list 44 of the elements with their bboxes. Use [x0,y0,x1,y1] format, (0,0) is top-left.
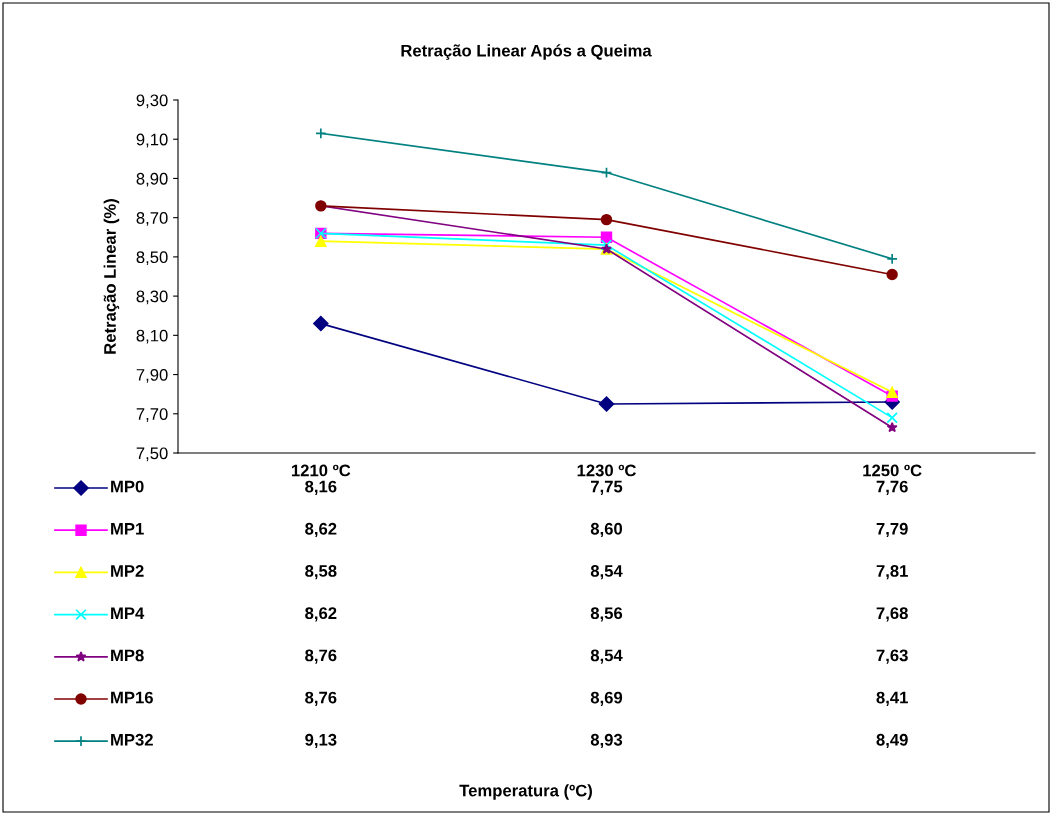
y-tick-label: 8,70 [136,212,168,226]
x-tick-label: 1210 ºC [291,464,351,477]
x-tick-label: 1230 ºC [577,464,636,477]
data-label: 8,41 [876,691,908,706]
y-axis-title: Retração Linear (%) [103,199,120,354]
legend-label: MP16 [111,691,153,704]
data-label: 7,76 [876,480,908,495]
data-label: 8,54 [590,565,623,580]
data-label: 8,62 [305,607,337,622]
data-label: 7,68 [876,607,908,622]
y-tick-label: 7,70 [136,408,168,422]
data-label: 8,49 [876,733,908,749]
data-label: 8,62 [305,522,337,538]
data-label: 8,93 [590,733,623,749]
y-tick-label: 9,10 [136,133,168,148]
data-label: 8,76 [305,691,337,706]
y-tick-label: 9,30 [136,94,168,109]
text: Temperatura (ºC) [459,784,592,800]
data-label: 9,13 [305,733,337,749]
legend-label: MP8 [111,649,144,662]
legend-label: MP32 [111,733,153,746]
y-tick-label: 8,10 [136,329,168,344]
chart-title: Retração Linear Após a Queima [401,44,652,60]
y-tick-label: 7,90 [136,368,168,383]
y-tick-label: 8,90 [136,172,168,187]
x-tick-label: 1250 ºC [863,464,922,477]
data-label: 7,79 [876,522,908,538]
data-label: 8,58 [305,565,337,580]
data-label: 7,81 [876,565,908,580]
data-label: 8,56 [590,607,623,622]
data-label: 7,75 [591,480,623,495]
legend-label: MP2 [111,565,144,577]
y-tick-label: 7,50 [136,447,168,462]
data-label: 8,16 [305,480,337,495]
y-tick-label: 8,30 [136,290,168,305]
legend-label: MP1 [111,523,144,535]
data-label: 8,76 [305,649,337,664]
data-label: 8,60 [590,522,623,538]
data-label: 8,69 [590,691,623,706]
data-label: 7,63 [876,649,908,664]
data-label: 8,54 [590,649,623,664]
y-tick-label: 8,50 [136,251,168,266]
legend-label: MP0 [111,480,144,493]
legend-label: MP4 [111,607,145,619]
